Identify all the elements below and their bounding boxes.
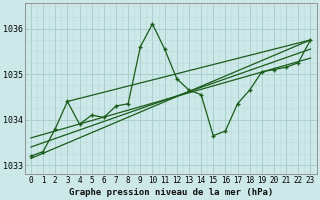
X-axis label: Graphe pression niveau de la mer (hPa): Graphe pression niveau de la mer (hPa): [68, 188, 273, 197]
